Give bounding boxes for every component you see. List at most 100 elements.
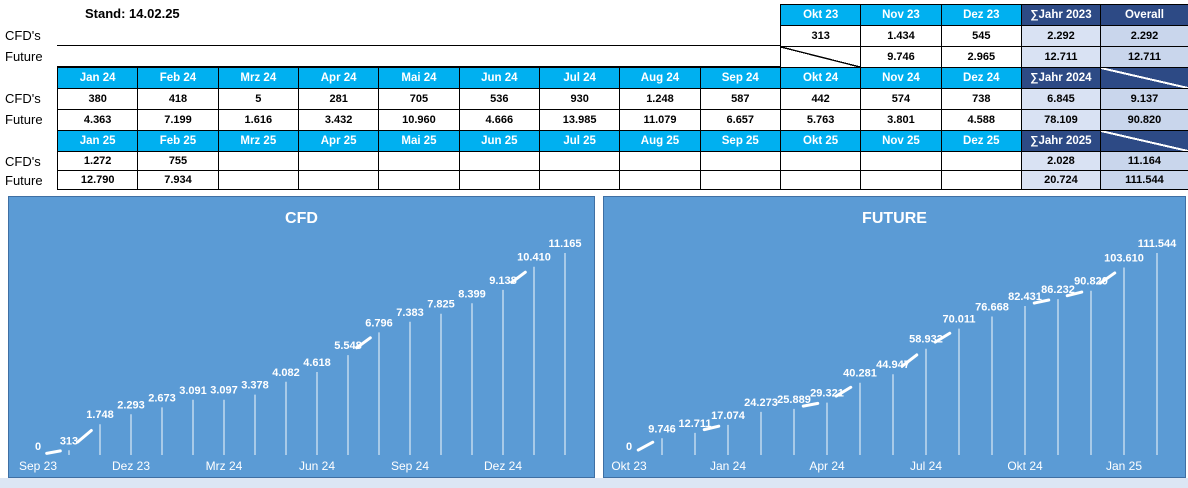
month-header[interactable]: Nov 23 bbox=[861, 5, 942, 26]
month-header[interactable]: Apr 24 bbox=[298, 68, 380, 89]
cfd-overall-cell[interactable]: 11.164 bbox=[1100, 152, 1188, 171]
cfd-overall-cell[interactable]: 2.292 bbox=[1100, 26, 1188, 47]
cfd-value-cell[interactable]: 1.434 bbox=[861, 26, 942, 47]
cfd-value-cell[interactable] bbox=[298, 152, 380, 171]
future-value-cell[interactable]: 5.763 bbox=[780, 110, 862, 131]
cfd-value-cell[interactable]: 418 bbox=[138, 89, 219, 110]
future-value-cell[interactable]: 9.746 bbox=[861, 47, 942, 68]
cfd-value-cell[interactable]: 281 bbox=[298, 89, 380, 110]
future-value-cell[interactable] bbox=[218, 171, 299, 190]
future-overall-cell[interactable]: 111.544 bbox=[1100, 171, 1188, 190]
cfd-value-cell[interactable] bbox=[218, 152, 299, 171]
month-header[interactable]: Jun 24 bbox=[459, 68, 540, 89]
future-overall-cell[interactable]: 12.711 bbox=[1100, 47, 1188, 68]
future-value-cell[interactable] bbox=[620, 171, 701, 190]
month-header[interactable]: Okt 23 bbox=[780, 5, 862, 26]
month-header[interactable]: Apr 25 bbox=[298, 131, 380, 152]
future-overall-cell[interactable]: 90.820 bbox=[1100, 110, 1188, 131]
month-header[interactable]: Jan 24 bbox=[58, 68, 139, 89]
month-header[interactable]: Sep 24 bbox=[700, 68, 781, 89]
future-value-cell[interactable]: 4.363 bbox=[58, 110, 139, 131]
cfd-value-cell[interactable] bbox=[780, 152, 862, 171]
overall-header-diagonal[interactable] bbox=[1100, 131, 1188, 152]
future-sum-cell[interactable]: 20.724 bbox=[1021, 171, 1101, 190]
month-header[interactable]: Dez 24 bbox=[941, 68, 1022, 89]
future-value-cell[interactable]: 12.790 bbox=[58, 171, 139, 190]
cfd-value-cell[interactable]: 705 bbox=[379, 89, 460, 110]
overall-header-diagonal[interactable] bbox=[1100, 68, 1188, 89]
future-value-cell[interactable]: 1.616 bbox=[218, 110, 299, 131]
cfd-sum-cell[interactable]: 2.028 bbox=[1021, 152, 1101, 171]
month-header[interactable]: Mai 25 bbox=[379, 131, 460, 152]
month-header[interactable]: Okt 25 bbox=[780, 131, 862, 152]
cfd-chart[interactable]: CFD 0 313 1.748 2.293 2.673 3.091 3.097 3.378 4.0… bbox=[8, 196, 595, 478]
cfd-sum-cell[interactable]: 6.845 bbox=[1021, 89, 1101, 110]
sum-year-header[interactable]: ∑Jahr 2023 bbox=[1021, 5, 1101, 26]
future-value-cell[interactable]: 2.965 bbox=[941, 47, 1022, 68]
future-value-cell[interactable]: 10.960 bbox=[379, 110, 460, 131]
cfd-value-cell[interactable]: 755 bbox=[138, 152, 219, 171]
month-header[interactable]: Jun 25 bbox=[459, 131, 540, 152]
month-header[interactable]: Mai 24 bbox=[379, 68, 460, 89]
cfd-value-cell[interactable]: 313 bbox=[780, 26, 862, 47]
future-sum-cell[interactable]: 78.109 bbox=[1021, 110, 1101, 131]
cfd-value-cell[interactable]: 5 bbox=[218, 89, 299, 110]
month-header[interactable]: Mrz 25 bbox=[218, 131, 299, 152]
cfd-value-cell[interactable] bbox=[379, 152, 460, 171]
cfd-value-cell[interactable]: 380 bbox=[58, 89, 139, 110]
future-value-cell[interactable] bbox=[459, 171, 540, 190]
future-value-cell[interactable]: 3.801 bbox=[861, 110, 942, 131]
cfd-value-cell[interactable]: 1.248 bbox=[620, 89, 701, 110]
future-value-cell[interactable]: 4.588 bbox=[941, 110, 1022, 131]
cfd-value-cell[interactable]: 1.272 bbox=[58, 152, 139, 171]
month-header[interactable]: Okt 24 bbox=[780, 68, 862, 89]
future-value-cell[interactable]: 13.985 bbox=[539, 110, 621, 131]
month-header[interactable]: Nov 25 bbox=[861, 131, 942, 152]
cfd-value-cell[interactable]: 545 bbox=[941, 26, 1022, 47]
future-value-cell[interactable] bbox=[700, 171, 781, 190]
future-chart[interactable]: FUTURE 0 9.746 12.711 17.074 24.273 25.889 29.3… bbox=[603, 196, 1186, 478]
month-header[interactable]: Sep 25 bbox=[700, 131, 781, 152]
sum-year-header[interactable]: ∑Jahr 2024 bbox=[1021, 68, 1101, 89]
cfd-value-cell[interactable]: 442 bbox=[780, 89, 862, 110]
empty-row-2023-cfd[interactable] bbox=[57, 25, 780, 46]
future-value-cell[interactable]: 6.657 bbox=[700, 110, 781, 131]
future-value-cell[interactable] bbox=[861, 171, 942, 190]
future-sum-cell[interactable]: 12.711 bbox=[1021, 47, 1101, 68]
month-header[interactable]: Nov 24 bbox=[861, 68, 942, 89]
future-value-cell[interactable] bbox=[379, 171, 460, 190]
future-value-cell[interactable]: 3.432 bbox=[298, 110, 380, 131]
cfd-sum-cell[interactable]: 2.292 bbox=[1021, 26, 1101, 47]
cfd-value-cell[interactable] bbox=[861, 152, 942, 171]
future-value-cell[interactable]: 11.079 bbox=[620, 110, 701, 131]
empty-row-2023-future[interactable] bbox=[57, 46, 780, 67]
cfd-value-cell[interactable]: 536 bbox=[459, 89, 540, 110]
future-value-cell[interactable]: 7.199 bbox=[138, 110, 219, 131]
month-header[interactable]: Aug 25 bbox=[620, 131, 701, 152]
cfd-value-cell[interactable] bbox=[700, 152, 781, 171]
month-header[interactable]: Aug 24 bbox=[620, 68, 701, 89]
future-value-cell[interactable] bbox=[780, 171, 862, 190]
cfd-value-cell[interactable] bbox=[539, 152, 621, 171]
month-header[interactable]: Feb 25 bbox=[138, 131, 219, 152]
cfd-value-cell[interactable] bbox=[459, 152, 540, 171]
month-header[interactable]: Dez 23 bbox=[941, 5, 1022, 26]
cfd-value-cell[interactable]: 738 bbox=[941, 89, 1022, 110]
cfd-value-cell[interactable] bbox=[620, 152, 701, 171]
month-header[interactable]: Jul 24 bbox=[539, 68, 621, 89]
month-header[interactable]: Mrz 24 bbox=[218, 68, 299, 89]
month-header[interactable]: Jul 25 bbox=[539, 131, 621, 152]
month-header[interactable]: Dez 25 bbox=[941, 131, 1022, 152]
cfd-value-cell[interactable]: 930 bbox=[539, 89, 621, 110]
cfd-value-cell[interactable] bbox=[941, 152, 1022, 171]
future-value-cell[interactable] bbox=[941, 171, 1022, 190]
overall-header[interactable]: Overall bbox=[1100, 5, 1188, 26]
cfd-overall-cell[interactable]: 9.137 bbox=[1100, 89, 1188, 110]
cfd-value-cell[interactable]: 587 bbox=[700, 89, 781, 110]
sum-year-header[interactable]: ∑Jahr 2025 bbox=[1021, 131, 1101, 152]
future-value-cell[interactable]: 7.934 bbox=[138, 171, 219, 190]
future-value-cell[interactable] bbox=[539, 171, 621, 190]
month-header[interactable]: Jan 25 bbox=[58, 131, 139, 152]
future-na-diagonal-cell[interactable] bbox=[780, 47, 862, 68]
future-value-cell[interactable]: 4.666 bbox=[459, 110, 540, 131]
